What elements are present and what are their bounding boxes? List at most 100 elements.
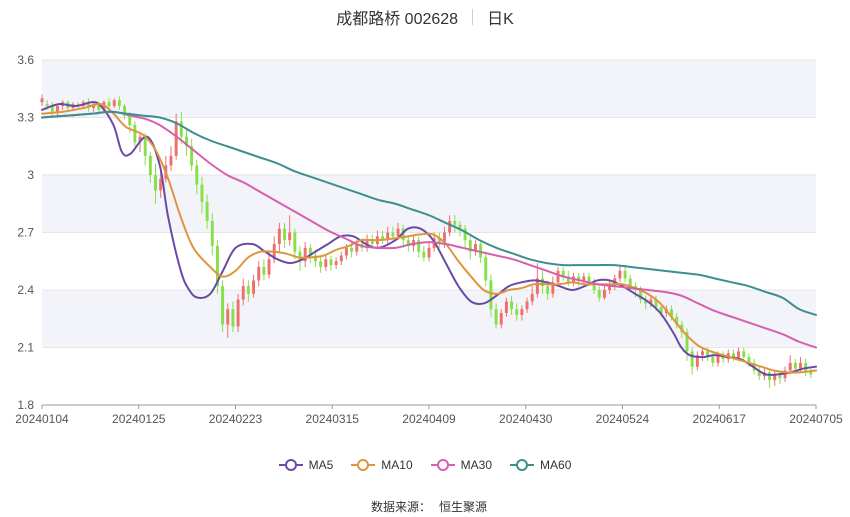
plot-band (42, 60, 816, 118)
candle-body (448, 221, 452, 233)
candle-body (510, 301, 514, 310)
candle-body (210, 221, 214, 246)
candle-body (520, 309, 524, 315)
series-line-ma60 (41, 110, 817, 316)
title-divider (472, 9, 474, 25)
candle (484, 251, 488, 287)
candle-body (252, 280, 256, 294)
candle (489, 274, 493, 317)
candle-body (649, 299, 653, 304)
candle-body (566, 276, 570, 283)
candle-body (690, 351, 694, 367)
candle-body (334, 261, 338, 266)
candle-body (639, 290, 643, 300)
candle-body (86, 102, 90, 108)
candle-body (406, 240, 410, 246)
candle-body (556, 270, 560, 283)
candle-body (169, 155, 173, 166)
candle (303, 242, 307, 267)
candle-body (117, 100, 121, 106)
candle (262, 259, 266, 281)
legend-marker-ma10 (351, 459, 376, 471)
candle-body (602, 290, 606, 298)
y-tick-label: 2.7 (17, 226, 34, 240)
candle (453, 215, 457, 233)
candle-body (417, 240, 421, 252)
candle-body (778, 374, 782, 379)
y-tick-label: 1.8 (17, 398, 34, 412)
candle-body (283, 228, 286, 241)
candle-body (473, 244, 477, 252)
candle-body (494, 309, 498, 325)
candle-body (159, 178, 163, 191)
candle (520, 305, 524, 321)
candle-body (546, 286, 550, 294)
chart-header: 成都路桥 002628 日K (0, 6, 850, 28)
candle (267, 251, 271, 279)
candle-body (231, 309, 235, 327)
legend-label-ma30: MA30 (460, 458, 493, 472)
candle (690, 347, 694, 375)
candle (293, 228, 297, 260)
legend-item-ma60[interactable]: MA60 (510, 458, 571, 472)
candle-body (339, 255, 343, 262)
candle-body (659, 307, 663, 313)
candle-body (236, 299, 240, 327)
candle (386, 226, 390, 244)
candle-body (530, 293, 534, 302)
candle-body (731, 353, 735, 358)
candle-body (701, 351, 704, 356)
candle-body (747, 357, 751, 363)
candle (252, 274, 256, 298)
candle-body (504, 301, 508, 313)
candle (277, 222, 281, 252)
candle (169, 146, 173, 172)
legend-item-ma5[interactable]: MA5 (278, 458, 333, 472)
candle (257, 261, 261, 287)
candle-body (355, 244, 359, 252)
candle (473, 240, 477, 256)
candle (143, 132, 147, 166)
legend-item-ma10[interactable]: MA10 (351, 458, 413, 472)
candle-body (479, 244, 483, 258)
candle (618, 265, 622, 283)
candle-body (221, 286, 225, 325)
candle (437, 232, 441, 248)
candle-body (788, 362, 792, 371)
candle-body (298, 251, 302, 262)
candle-body (799, 362, 802, 369)
candle-body (396, 228, 400, 237)
candle-body (437, 238, 441, 244)
x-tick-label: 20240104 (15, 412, 69, 426)
candle-body (706, 351, 710, 358)
candle-body (195, 165, 199, 185)
legend-item-ma30[interactable]: MA30 (430, 458, 493, 472)
candle (339, 251, 343, 266)
candle-body (56, 106, 59, 112)
candle-body (154, 175, 157, 191)
candle (205, 194, 209, 229)
candle-body (742, 351, 746, 358)
candle (324, 255, 328, 271)
candle (515, 303, 519, 321)
candle-body (344, 247, 348, 256)
candle (40, 94, 44, 106)
y-tick-label: 3 (27, 168, 34, 182)
candle-body (107, 102, 111, 106)
candle (200, 176, 204, 214)
candle-body (768, 372, 772, 381)
candle (86, 98, 90, 112)
candle-body (293, 232, 297, 252)
candle-body (370, 240, 374, 244)
x-tick-label: 20240705 (789, 412, 843, 426)
candle (319, 255, 323, 273)
candle (788, 355, 792, 375)
candle (602, 284, 606, 300)
period-label[interactable]: 日K (487, 11, 514, 28)
candle-body (608, 286, 612, 290)
candle-body (40, 98, 44, 103)
candle-body (793, 362, 797, 369)
candle-body (458, 224, 462, 229)
candle-body (644, 299, 648, 304)
